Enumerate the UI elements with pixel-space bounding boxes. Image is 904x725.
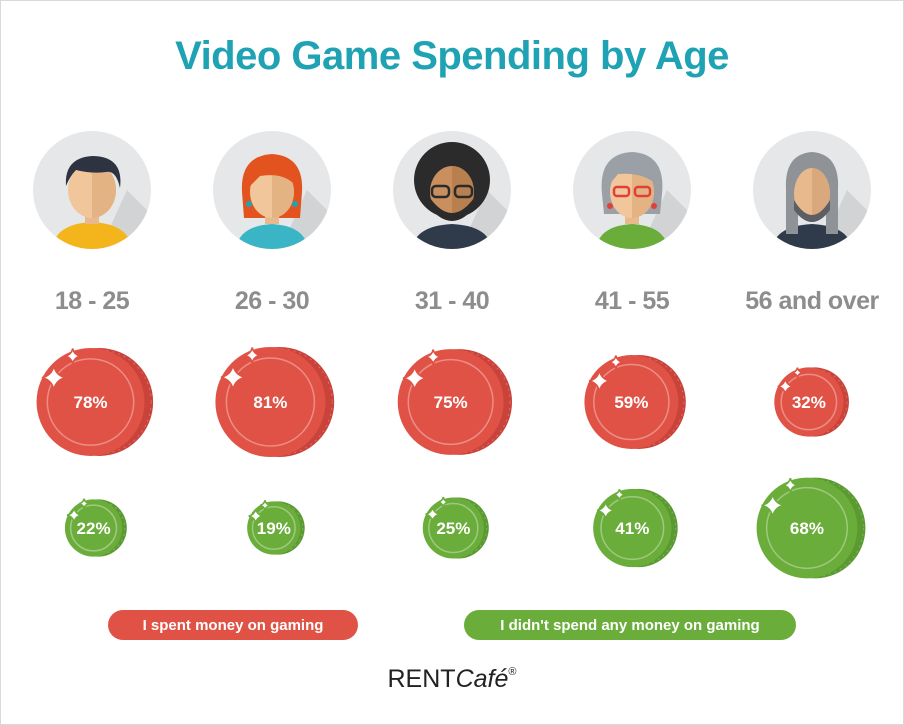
legend-not-spent: I didn't spend any money on gaming bbox=[464, 610, 796, 640]
coin-spent-2: 75% bbox=[397, 349, 513, 455]
coin-value-label: 68% bbox=[790, 519, 824, 538]
age-label-18-25: 18 - 25 bbox=[54, 287, 130, 315]
brand-logo: RENTCafé® bbox=[0, 665, 904, 694]
coin-value-label: 78% bbox=[74, 393, 108, 412]
coin-spent-4: 32% bbox=[774, 367, 849, 437]
coin-value-label: 19% bbox=[257, 519, 291, 538]
coin-value-label: 41% bbox=[615, 519, 649, 538]
age-label-26-30: 26 - 30 bbox=[234, 287, 310, 315]
coin-spent-1: 81% bbox=[215, 347, 335, 457]
red-haired-woman-icon bbox=[213, 131, 331, 249]
young-man-icon bbox=[33, 131, 151, 249]
coin-spent-0: 78% bbox=[36, 348, 154, 456]
coin-not-spent-0: 22% bbox=[64, 498, 127, 557]
age-label-31-40: 31 - 40 bbox=[414, 287, 490, 315]
coin-value-label: 25% bbox=[436, 519, 470, 538]
coin-value-label: 22% bbox=[77, 519, 111, 538]
coin-not-spent-1: 19% bbox=[247, 500, 305, 555]
age-label-56-over: 56 and over bbox=[745, 287, 879, 315]
legend-spent: I spent money on gaming bbox=[108, 610, 358, 640]
coin-spent-3: 59% bbox=[584, 355, 686, 449]
coin-not-spent-4: 68% bbox=[756, 477, 866, 579]
brand-accent: Café bbox=[455, 665, 509, 693]
legend-not-spent-label: I didn't spend any money on gaming bbox=[500, 616, 760, 634]
age-label-41-55: 41 - 55 bbox=[594, 287, 670, 315]
gray-haired-woman-icon bbox=[573, 131, 691, 249]
bearded-man-glasses-icon bbox=[393, 131, 511, 249]
coin-value-label: 59% bbox=[614, 393, 648, 412]
older-bearded-man-icon bbox=[753, 131, 871, 249]
page-title: Video Game Spending by Age bbox=[175, 34, 729, 78]
brand-mark: ® bbox=[508, 666, 517, 678]
coin-bubble-chart: 78% 81% 75% 59% 32% 22% 19% 25% 41% 68% bbox=[36, 347, 866, 579]
coin-value-label: 81% bbox=[253, 393, 287, 412]
coin-not-spent-2: 25% bbox=[422, 496, 489, 559]
legend-spent-label: I spent money on gaming bbox=[142, 616, 324, 634]
coin-value-label: 32% bbox=[792, 393, 826, 412]
coin-not-spent-3: 41% bbox=[593, 488, 678, 568]
brand-name: RENT bbox=[387, 665, 456, 693]
coin-value-label: 75% bbox=[434, 393, 468, 412]
